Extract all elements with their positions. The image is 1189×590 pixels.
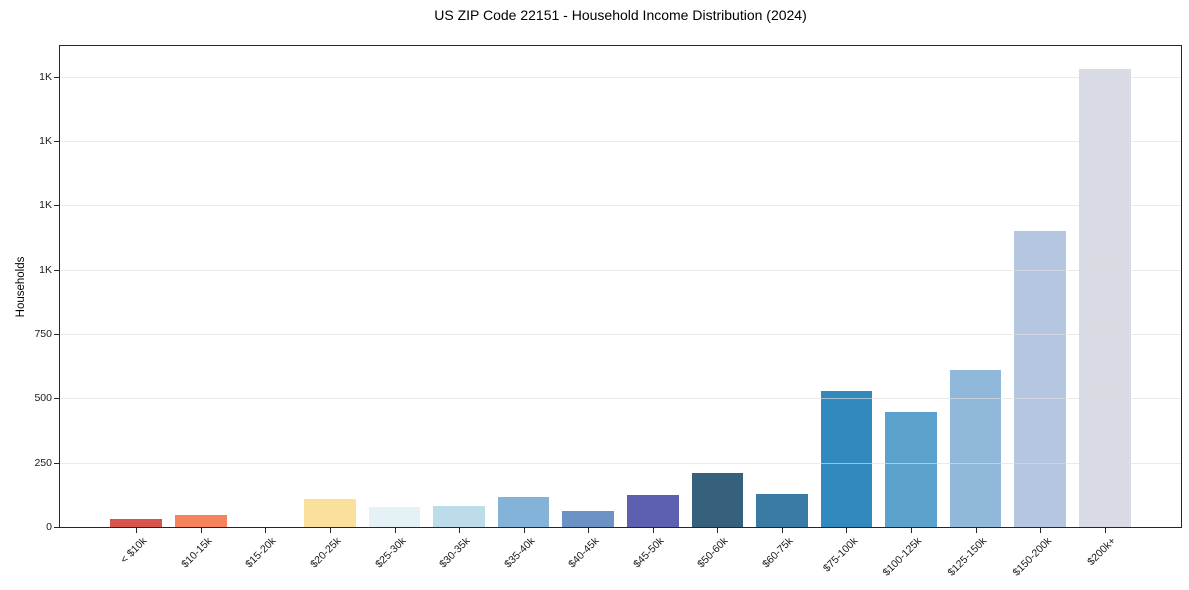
x-tick-mark [394,528,396,533]
x-tick-mark [1104,528,1106,533]
bar-slot: $35-40k [491,46,556,570]
gridline [60,462,1181,464]
x-tick-label: $45-50k [630,535,667,571]
x-tick-label: $200k+ [1085,535,1119,569]
x-tick-label: < $10k [118,535,150,566]
gridline [60,333,1181,335]
bar [691,472,744,527]
x-tick-label: $75-100k [820,535,860,575]
x-tick-label: $150-200k [1010,535,1054,579]
bar-slot: $60-75k [750,46,815,570]
x-tick-mark [200,528,202,533]
gridline [60,76,1181,78]
bar [562,510,615,527]
x-tick-mark [781,528,783,533]
bar-slot: $10-15k [169,46,234,570]
y-tick-label: 1K [39,134,52,147]
bars-layer: < $10k $10-15k $15-20k $20-25k $25-30k $30-35… [60,46,1181,579]
y-tick-mark [54,462,59,464]
x-tick-label: $20-25k [308,535,344,571]
bar [1078,68,1131,527]
y-tick-mark [54,140,59,142]
bar [756,493,808,527]
plot-area: < $10k $10-15k $15-20k $20-25k $25-30k $30-35… [34,45,1182,579]
bar [433,505,485,527]
bar [1014,231,1066,527]
gridline [60,205,1181,207]
bar-slot: $30-35k [427,46,492,570]
x-tick-mark [329,528,331,533]
x-tick-label: $10-15k [179,535,215,571]
bar [304,498,356,527]
x-tick-mark [136,528,138,533]
bar [175,514,227,527]
x-tick-label: $25-30k [372,535,409,571]
bar-slot: $25-30k [362,46,427,570]
x-tick-label: $60-75k [760,535,796,571]
bar [820,390,873,527]
bar-slot: $40-45k [556,46,621,570]
y-tick-label: 1K [39,199,52,212]
x-tick-label: $35-40k [501,535,538,571]
bar-slot: $75-100k [814,46,879,574]
bar-slot: $125-150k [943,46,1008,579]
bar [497,497,550,527]
x-tick-mark [846,528,848,533]
y-tick-mark [54,527,59,528]
y-tick-label: 1K [39,263,52,276]
y-tick-label: 250 [34,456,52,469]
y-tick-label: 1K [39,70,52,83]
y-tick-mark [54,205,59,207]
bar [368,507,421,527]
x-tick-label: $15-20k [243,535,279,571]
x-tick-mark [717,528,719,533]
x-tick-mark [265,528,267,533]
x-tick-mark [1040,528,1042,533]
bar-slot: $15-20k [233,46,298,570]
x-tick-label: $100-125k [880,535,925,579]
bar-slot: $150-200k [1008,46,1073,579]
gridline [60,269,1181,271]
y-tick-label: 750 [34,327,52,340]
y-tick-mark [54,269,59,271]
x-tick-label: $40-45k [566,535,602,571]
x-tick-mark [588,528,590,533]
bar [949,370,1002,527]
x-tick-mark [975,528,977,533]
x-tick-label: $50-60k [695,535,731,571]
x-tick-mark [911,528,913,533]
x-tick-mark [459,528,461,533]
bar-slot: < $10k [104,46,169,566]
bar [626,495,679,527]
y-tick-mark [54,398,59,400]
bar [110,518,163,527]
gridline [60,398,1181,400]
y-tick-label: 500 [34,392,52,405]
x-tick-label: $30-35k [437,535,473,571]
chart-title: US ZIP Code 22151 - Household Income Dis… [434,7,807,23]
bar-slot: $50-60k [685,46,750,570]
bar-slot: $45-50k [621,46,686,570]
bar-slot: $100-125k [879,46,944,579]
x-tick-label: $125-150k [945,535,990,579]
y-tick-mark [54,333,59,335]
x-tick-mark [523,528,525,533]
x-tick-mark [652,528,654,533]
y-axis-label: Households [15,256,27,318]
bar-slot: $20-25k [298,46,363,570]
bar-slot: $200k+ [1072,46,1137,568]
y-tick-label: 0 [46,521,52,533]
bar [885,412,937,527]
gridline [60,140,1181,142]
y-tick-mark [54,76,59,78]
